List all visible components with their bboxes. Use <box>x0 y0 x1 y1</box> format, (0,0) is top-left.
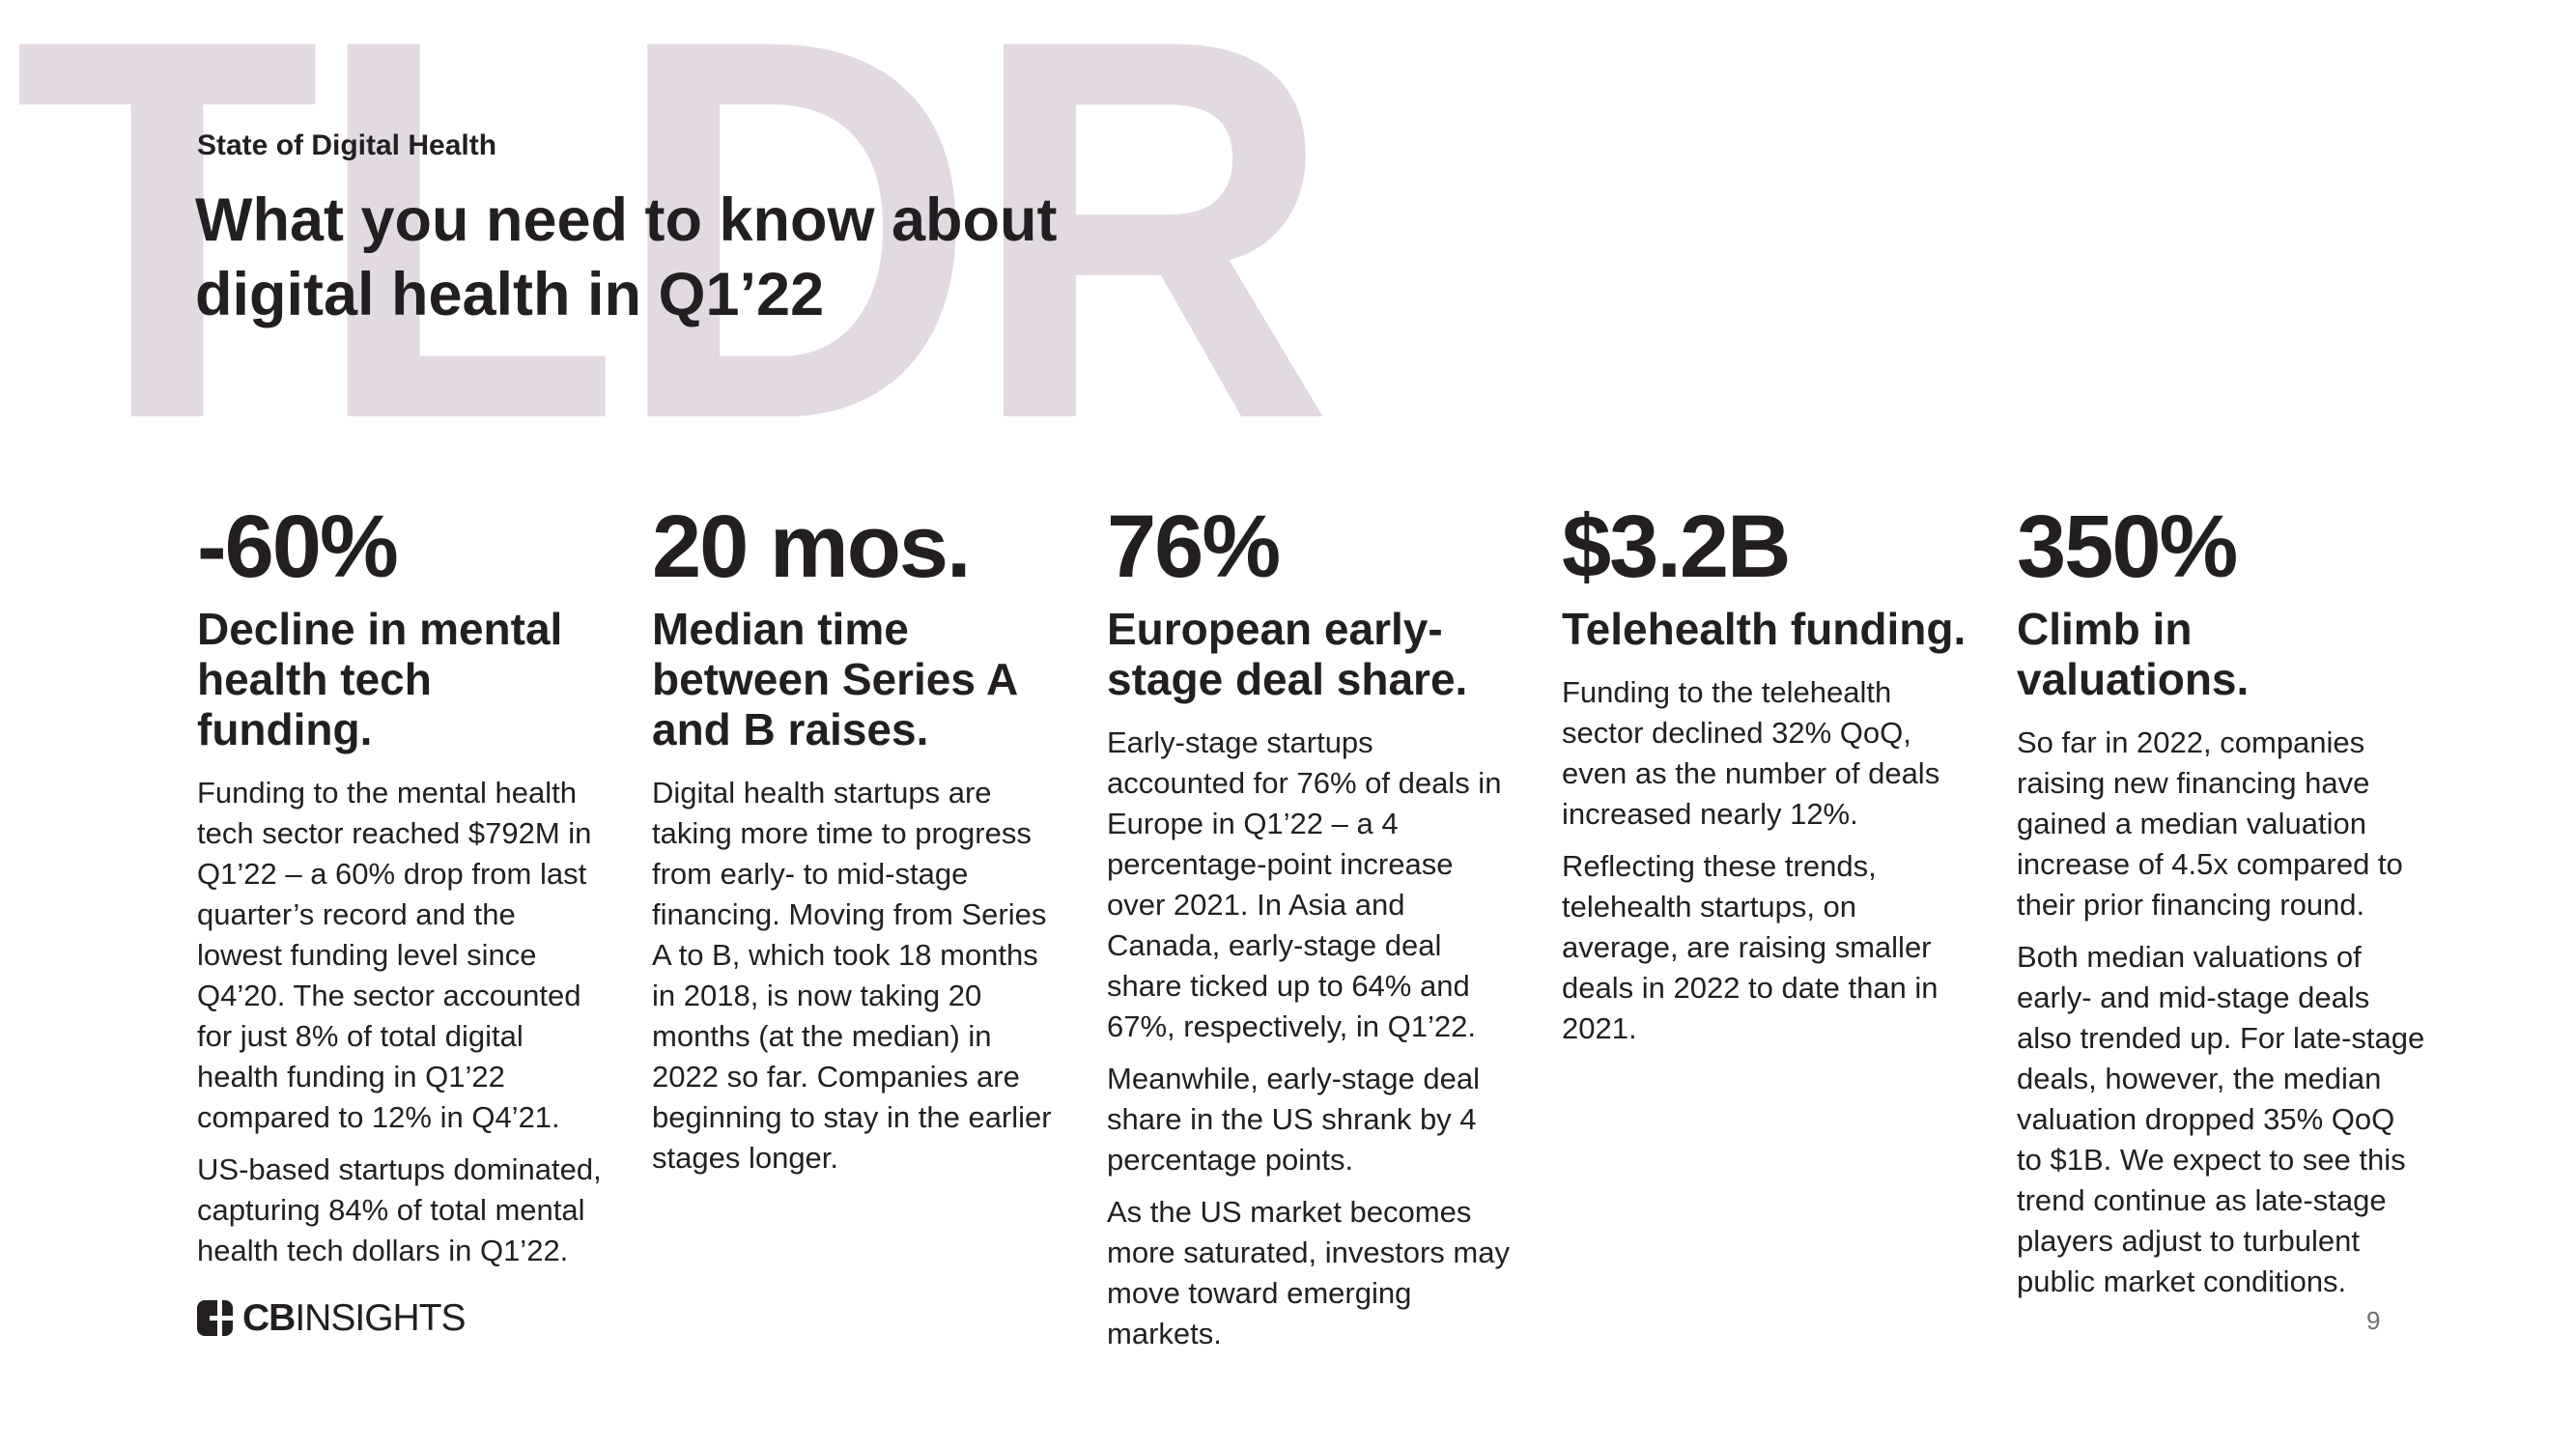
column-paragraph: Both median valuations of early- and mid… <box>2017 940 2425 1298</box>
column-paragraph: Funding to the mental health tech sector… <box>197 776 592 1134</box>
logo-text-cb: CB <box>242 1297 296 1339</box>
stat-value: -60% <box>197 497 399 596</box>
column-paragraph: US-based startups dominated, capturing 8… <box>197 1152 602 1267</box>
cbinsights-logo-text: CBINSIGHTS <box>242 1297 467 1339</box>
stat-heading: Decline in mental health tech funding. <box>197 604 563 754</box>
column-paragraph: Reflecting these trends, telehealth star… <box>1562 849 1939 1045</box>
stat-body: Digital health startups are taking more … <box>652 773 1062 1179</box>
page-title-line1: What you need to know about <box>195 186 1058 254</box>
column-paragraph: So far in 2022, companies raising new fi… <box>2017 725 2403 922</box>
eyebrow: State of Digital Health <box>197 129 497 161</box>
column-paragraph: Digital health startups are taking more … <box>652 776 1052 1175</box>
column-paragraph: Early-stage startups accounted for 76% o… <box>1107 725 1502 1043</box>
stat-column-3: 76% European early-stage deal share. Ear… <box>1107 502 1516 1354</box>
page-title: What you need to know about digital heal… <box>195 184 1057 332</box>
logo-text-insights: INSIGHTS <box>295 1297 466 1339</box>
stat-column-1: -60% Decline in mental health tech fundi… <box>197 502 607 1271</box>
stat-heading: Telehealth funding. <box>1562 604 1967 654</box>
stat-body: Funding to the telehealth sector decline… <box>1562 672 1971 1049</box>
tldr-watermark: TLDR <box>14 0 1333 531</box>
stat-value: 20 mos. <box>652 497 972 596</box>
stat-body: Funding to the mental health tech sector… <box>197 773 607 1271</box>
stat-column-5: 350% Climb in valuations. So far in 2022… <box>2017 502 2426 1302</box>
stat-value: $3.2B <box>1562 497 1792 596</box>
column-paragraph: Funding to the telehealth sector decline… <box>1562 675 1940 831</box>
page-number: 9 <box>2366 1306 2381 1335</box>
stat-heading: Median time between Series A and B raise… <box>652 604 1017 754</box>
column-paragraph: Meanwhile, early-stage deal share in the… <box>1107 1062 1480 1177</box>
cbinsights-logo: CBINSIGHTS <box>197 1297 467 1339</box>
stat-heading: Climb in valuations. <box>2017 604 2250 704</box>
stat-body: So far in 2022, companies raising new fi… <box>2017 723 2426 1302</box>
stat-value: 76% <box>1107 497 1281 596</box>
logo-mark-horizontal-gap <box>210 1316 233 1321</box>
stat-body: Early-stage startups accounted for 76% o… <box>1107 723 1516 1354</box>
stat-column-4: $3.2B Telehealth funding. Funding to the… <box>1562 502 1971 1049</box>
column-paragraph: As the US market becomes more saturated,… <box>1107 1195 1510 1350</box>
stat-column-2: 20 mos. Median time between Series A and… <box>652 502 1062 1179</box>
stat-heading: European early-stage deal share. <box>1107 604 1468 704</box>
stat-value: 350% <box>2017 497 2238 596</box>
cbinsights-logo-icon <box>197 1300 233 1336</box>
page-title-line2: digital health in Q1’22 <box>195 261 825 328</box>
